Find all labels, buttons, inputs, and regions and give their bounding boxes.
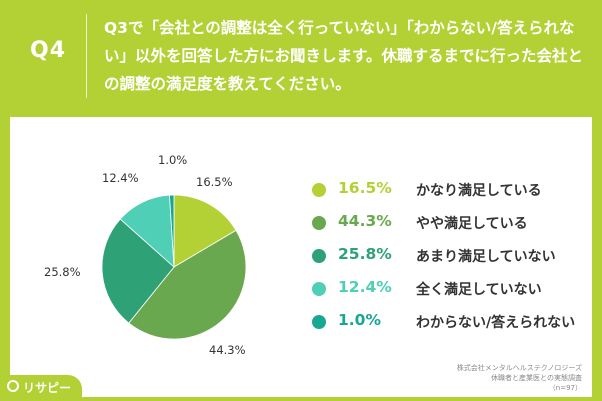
pie-slice-label: 12.4% [102,171,139,185]
pie-slice-label: 16.5% [196,175,233,189]
pie-slice [173,194,237,268]
source-note: 株式会社メンタルヘルステクノロジーズ 休職者と産業医との実態調査 （n=97） [457,363,582,393]
source-line: （n=97） [548,384,582,392]
legend-dot [312,216,326,230]
pie-slice-label: 1.0% [158,153,188,167]
question-number: Q4 [30,38,67,63]
chart-panel: 16.5% 44.3% 25.8% 12.4% 1.0% 16.5% かなり満足している… [10,117,592,397]
legend-label: やや満足している [416,216,528,232]
pie-slice-label: 25.8% [44,265,81,279]
legend-dot [312,249,326,263]
legend: 16.5% かなり満足している 44.3% やや満足している 25.8% あまり… [312,173,582,338]
question-text: Q3で「会社との調整は全く行っていない」「わからない/答えられない」以外を回答し… [104,19,583,93]
search-icon [7,380,19,392]
legend-value: 25.8% [338,245,392,263]
legend-item: 1.0% わからない/答えられない [312,305,582,338]
legend-value: 12.4% [338,278,392,296]
legend-value: 44.3% [338,212,392,230]
legend-label: わからない/答えられない [416,315,576,331]
header: Q4 Q3で「会社との調整は全く行っていない」「わからない/答えられない」以外を… [0,0,602,115]
pie-slice [169,194,175,268]
legend-item: 44.3% やや満足している [312,206,582,239]
legend-dot [312,183,326,197]
legend-dot [312,315,326,329]
pie-chart [101,194,247,340]
source-line: 休職者と産業医との実態調査 [491,374,582,382]
legend-label: かなり満足している [416,183,542,199]
header-divider [86,14,87,98]
pie-slice-label: 44.3% [209,343,246,357]
legend-item: 25.8% あまり満足していない [312,239,582,272]
legend-dot [312,282,326,296]
legend-label: あまり満足していない [416,249,556,265]
pie-slice [128,229,247,340]
legend-item: 16.5% かなり満足している [312,173,582,206]
pie-slice [101,218,175,324]
brand-name: リサピー [23,381,72,395]
legend-value: 1.0% [338,311,381,329]
legend-label: 全く満足していない [416,282,542,298]
brand-logo: リサピー [0,375,82,401]
source-line: 株式会社メンタルヘルステクノロジーズ [456,364,582,372]
legend-value: 16.5% [338,179,392,197]
legend-item: 12.4% 全く満足していない [312,272,582,305]
